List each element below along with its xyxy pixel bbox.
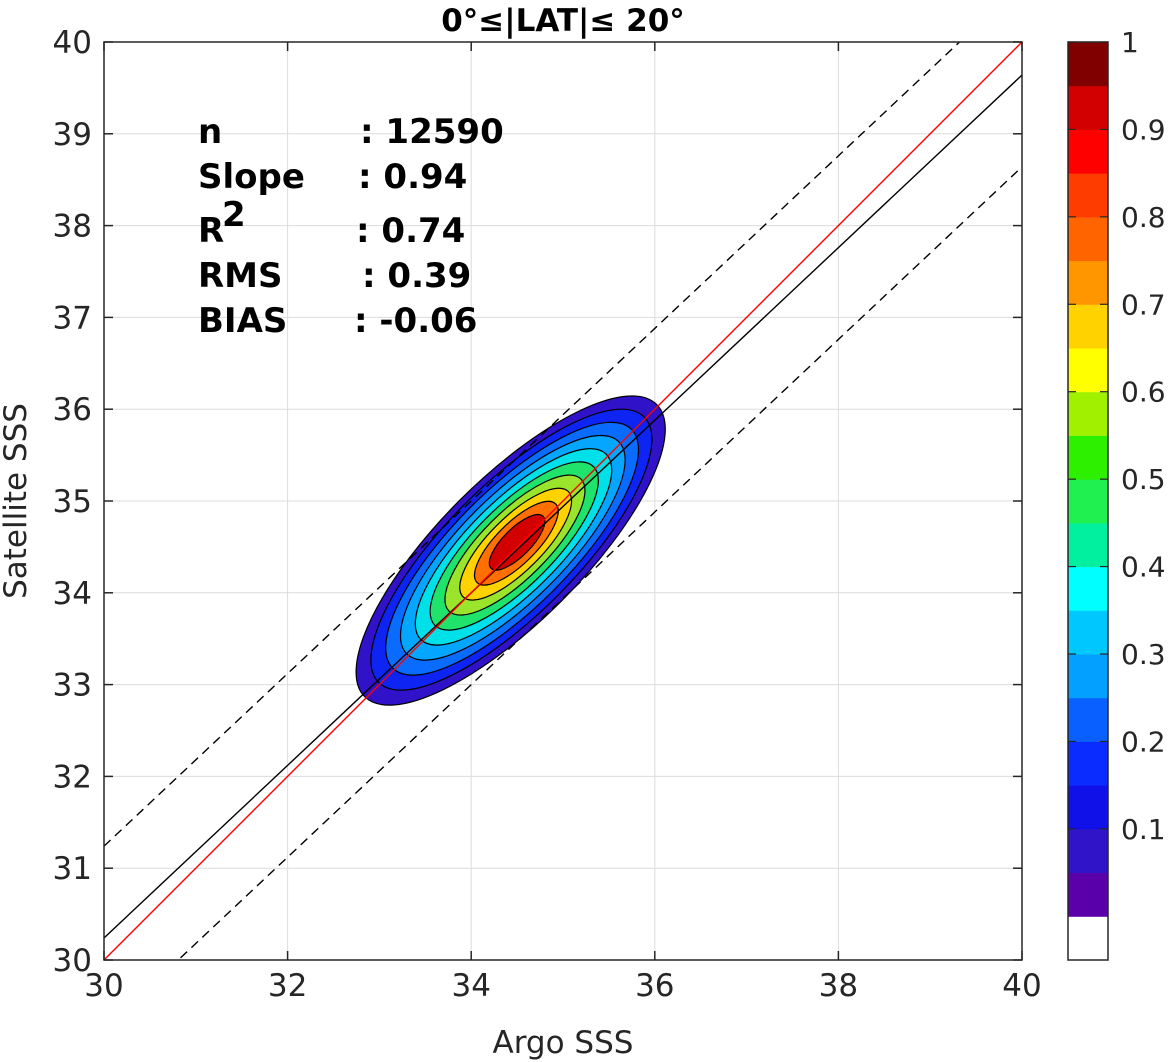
colorbar-tick-label: 0.5 <box>1121 463 1166 496</box>
y-tick-label: 33 <box>53 668 92 704</box>
chart-title: 0°≤|LAT|≤ 20° <box>441 3 685 39</box>
colorbar-tick-label: 0.9 <box>1121 113 1166 146</box>
y-tick-label: 35 <box>53 484 92 520</box>
colorbar-segment <box>1068 435 1108 480</box>
x-tick-label: 34 <box>451 968 490 1004</box>
colorbar-tick-label: 0.7 <box>1121 288 1166 321</box>
x-tick-label: 36 <box>635 968 674 1004</box>
colorbar-segment <box>1068 42 1108 87</box>
stat-value-r: : 0.74 <box>356 211 465 251</box>
colorbar-segment <box>1068 872 1108 917</box>
y-tick-label: 39 <box>53 117 92 153</box>
x-tick-label: 30 <box>84 968 123 1004</box>
colorbar-tick-label: 0.8 <box>1121 201 1166 234</box>
axis-ticks <box>103 41 1023 961</box>
y-tick-label: 36 <box>53 392 92 428</box>
colorbar-segment <box>1068 129 1108 174</box>
colorbar-segment <box>1068 566 1108 611</box>
colorbar-segment <box>1068 697 1108 742</box>
density-contours <box>355 395 666 706</box>
regression-line <box>104 74 1022 939</box>
stat-label-r: R <box>198 211 224 251</box>
x-axis-label: Argo SSS <box>493 1025 634 1061</box>
y-tick-label: 34 <box>53 576 92 612</box>
statistics-box: n : 12590 Slope : 0.94 R2 : 0.74 RMS : 0.39 BIAS… <box>198 112 504 341</box>
x-tick-labels: 30 32 34 36 38 40 <box>84 968 1041 1004</box>
colorbar-segment <box>1068 85 1108 130</box>
y-tick-label: 40 <box>53 25 92 61</box>
colorbar-segment <box>1068 828 1108 874</box>
colorbar-tick-label: 0.1 <box>1121 813 1166 846</box>
colorbar-segment <box>1068 391 1108 436</box>
x-tick-label: 32 <box>268 968 307 1004</box>
colorbar-segment <box>1068 173 1108 218</box>
colorbar-tick-label: 0.3 <box>1121 638 1166 671</box>
colorbar-segment <box>1068 479 1108 524</box>
stat-value-slope: : 0.94 <box>358 157 467 197</box>
y-tick-labels: 30 31 32 33 34 35 36 37 38 39 40 <box>53 25 92 979</box>
x-tick-label: 40 <box>1002 968 1041 1004</box>
colorbar-segment <box>1068 304 1108 349</box>
colorbar-segment <box>1068 522 1108 568</box>
y-tick-label: 37 <box>53 300 92 336</box>
stat-label-n: n <box>198 112 222 152</box>
y-tick-label: 38 <box>53 209 92 245</box>
stat-label-bias: BIAS <box>198 301 287 341</box>
colorbar-segment <box>1068 216 1108 262</box>
colorbar-tick-label: 0.2 <box>1121 725 1166 758</box>
y-tick-label: 30 <box>53 943 92 979</box>
colorbar-segment <box>1068 785 1108 830</box>
colorbar-tick-label: 0.4 <box>1121 551 1166 584</box>
colorbar-tick-label: 0.6 <box>1121 376 1166 409</box>
stat-label-rms: RMS <box>198 256 283 296</box>
colorbar-segment <box>1068 741 1108 786</box>
colorbar-segment <box>1068 916 1108 961</box>
stat-value-bias: : -0.06 <box>354 301 477 341</box>
colorbar-segment <box>1068 610 1108 655</box>
stat-label-slope: Slope <box>198 157 305 197</box>
y-tick-label: 32 <box>53 759 92 795</box>
colorbar-tick-labels: 0.1 0.2 0.3 0.4 0.5 0.6 0.7 0.8 0.9 1 <box>1121 26 1166 846</box>
one-to-one-line <box>104 42 1022 960</box>
density-contour-level-10 <box>488 513 546 571</box>
stat-label-superscript: 2 <box>222 195 246 235</box>
x-tick-label: 38 <box>819 968 858 1004</box>
colorbar <box>1067 41 1109 961</box>
colorbar-segment <box>1068 260 1108 305</box>
y-axis-label: Satellite SSS <box>0 403 34 599</box>
y-tick-label: 31 <box>53 851 92 887</box>
colorbar-frame <box>1067 41 1109 961</box>
colorbar-segment <box>1068 654 1108 699</box>
stat-value-n: : 12590 <box>360 112 504 152</box>
colorbar-tick-label: 1 <box>1121 26 1139 59</box>
stat-value-rms: : 0.39 <box>362 256 471 296</box>
colorbar-segment <box>1068 348 1108 393</box>
reference-lines <box>104 42 1022 960</box>
